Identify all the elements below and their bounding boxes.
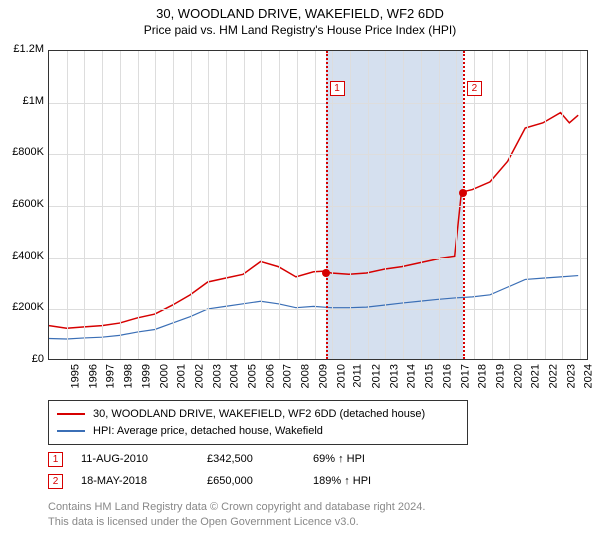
legend-swatch-property	[57, 413, 85, 415]
x-axis-label: 2017	[459, 364, 471, 388]
sale-price: £342,500	[207, 453, 307, 465]
footer-line1: Contains HM Land Registry data © Crown c…	[48, 500, 425, 515]
x-axis-label: 1998	[123, 364, 135, 388]
x-axis-label: 2023	[565, 364, 577, 388]
sale-diff: 69% ↑ HPI	[313, 453, 403, 465]
x-axis-label: 2021	[530, 364, 542, 388]
sale-date: 11-AUG-2010	[81, 453, 201, 465]
x-axis-label: 1999	[140, 364, 152, 388]
x-axis-label: 2003	[211, 364, 223, 388]
chart-plot-area: 12	[48, 50, 588, 360]
chart-footer: Contains HM Land Registry data © Crown c…	[48, 500, 425, 531]
x-axis-label: 2011	[352, 364, 364, 388]
sale-marker-num: 2	[53, 476, 59, 487]
y-axis-label: £600K	[2, 198, 44, 210]
chart-legend: 30, WOODLAND DRIVE, WAKEFIELD, WF2 6DD (…	[48, 400, 468, 445]
x-axis-label: 2018	[477, 364, 489, 388]
chart-container: 30, WOODLAND DRIVE, WAKEFIELD, WF2 6DD P…	[0, 0, 600, 560]
x-axis-label: 2012	[370, 364, 382, 388]
x-axis-label: 2001	[176, 364, 188, 388]
x-axis-label: 2016	[441, 364, 453, 388]
x-axis-label: 2007	[282, 364, 294, 388]
sales-row: 1 11-AUG-2010 £342,500 69% ↑ HPI	[48, 448, 403, 470]
event-marker-box: 1	[330, 81, 345, 96]
x-axis-label: 2004	[229, 364, 241, 388]
x-axis-label: 2015	[424, 364, 436, 388]
y-axis-label: £800K	[2, 146, 44, 158]
y-axis-label: £400K	[2, 250, 44, 262]
legend-label-hpi: HPI: Average price, detached house, Wake…	[93, 423, 323, 440]
x-axis-label: 2002	[193, 364, 205, 388]
y-axis-label: £1.2M	[2, 43, 44, 55]
chart-lines-svg	[49, 51, 587, 359]
x-axis-label: 2019	[494, 364, 506, 388]
x-axis-label: 2005	[247, 364, 259, 388]
legend-label-property: 30, WOODLAND DRIVE, WAKEFIELD, WF2 6DD (…	[93, 406, 425, 423]
sales-row: 2 18-MAY-2018 £650,000 189% ↑ HPI	[48, 470, 403, 492]
x-axis-label: 2024	[583, 364, 595, 388]
y-axis-label: £0	[2, 353, 44, 365]
sale-marker-box: 1	[48, 452, 63, 467]
x-axis-label: 2022	[548, 364, 560, 388]
x-axis-label: 2014	[406, 364, 418, 388]
x-axis-label: 2006	[264, 364, 276, 388]
sale-date: 18-MAY-2018	[81, 475, 201, 487]
y-axis-label: £200K	[2, 301, 44, 313]
y-axis-label: £1M	[2, 95, 44, 107]
x-axis-label: 1995	[69, 364, 81, 388]
x-axis-label: 1996	[87, 364, 99, 388]
legend-row-hpi: HPI: Average price, detached house, Wake…	[57, 423, 459, 440]
x-axis-label: 2009	[317, 364, 329, 388]
x-axis-label: 2020	[512, 364, 524, 388]
sale-diff: 189% ↑ HPI	[313, 475, 403, 487]
legend-swatch-hpi	[57, 430, 85, 432]
x-axis-label: 2000	[158, 364, 170, 388]
x-axis-label: 2010	[335, 364, 347, 388]
event-marker-box: 2	[467, 81, 482, 96]
x-axis-label: 1997	[105, 364, 117, 388]
footer-line2: This data is licensed under the Open Gov…	[48, 515, 425, 530]
sale-marker-num: 1	[53, 454, 59, 465]
chart-title: 30, WOODLAND DRIVE, WAKEFIELD, WF2 6DD	[0, 0, 600, 21]
chart-subtitle: Price paid vs. HM Land Registry's House …	[0, 21, 600, 37]
sale-price: £650,000	[207, 475, 307, 487]
sales-table: 1 11-AUG-2010 £342,500 69% ↑ HPI 2 18-MA…	[48, 448, 403, 492]
x-axis-label: 2013	[388, 364, 400, 388]
legend-row-property: 30, WOODLAND DRIVE, WAKEFIELD, WF2 6DD (…	[57, 406, 459, 423]
sale-marker-box: 2	[48, 474, 63, 489]
x-axis-label: 2008	[300, 364, 312, 388]
